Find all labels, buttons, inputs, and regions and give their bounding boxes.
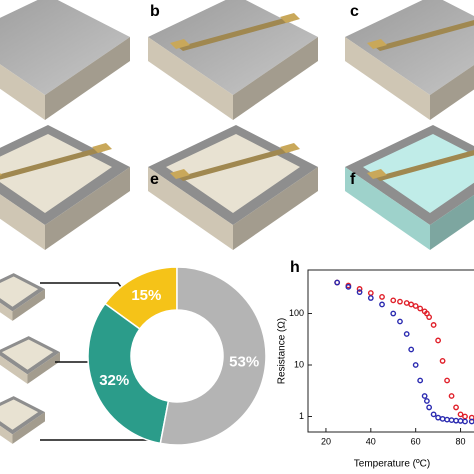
data-point (379, 294, 385, 300)
value-label: 32% (99, 372, 129, 389)
data-point (379, 301, 385, 308)
plot-frame (307, 269, 474, 433)
data-point (390, 297, 397, 304)
data-point (426, 314, 433, 321)
x-tick-label: 60 (411, 436, 421, 446)
data-point (444, 377, 450, 384)
data-point (457, 411, 464, 418)
data-point (468, 418, 474, 425)
data-point (453, 404, 459, 411)
data-point (397, 318, 403, 325)
donut-segment (159, 266, 267, 446)
data-point (430, 322, 437, 328)
panel-label: h (290, 259, 300, 276)
data-point (345, 283, 352, 290)
data-point (397, 298, 403, 305)
data-point (439, 358, 446, 364)
y-tick-label: 100 (289, 308, 304, 318)
data-point (367, 290, 374, 296)
data-point (403, 300, 410, 306)
data-point (448, 393, 455, 399)
data-point (421, 393, 428, 399)
data-point (435, 414, 442, 421)
y-tick-label: 1 (299, 411, 304, 421)
data-point (462, 413, 468, 420)
data-point (367, 295, 374, 301)
data-point (334, 279, 341, 286)
data-point (417, 305, 424, 312)
y-axis-label: Resistance (Ω) (277, 318, 288, 384)
data-point (412, 362, 419, 368)
data-point (462, 418, 468, 425)
data-point (426, 404, 433, 411)
panel-label: f (350, 171, 356, 188)
data-point (439, 415, 446, 422)
donut-segment (87, 302, 170, 445)
data-point (423, 398, 430, 404)
data-point (444, 416, 450, 423)
data-point (390, 310, 397, 317)
data-point (403, 331, 410, 337)
panel-label: c (350, 3, 359, 20)
value-label: 53% (229, 353, 259, 370)
panel-label: e (150, 171, 159, 188)
data-point (356, 289, 363, 296)
data-point (448, 417, 455, 424)
data-point (356, 286, 363, 292)
value-label: 15% (131, 287, 161, 304)
x-tick-label: 80 (456, 436, 466, 446)
x-tick-label: 20 (321, 436, 331, 446)
data-point (417, 377, 424, 384)
data-point (408, 301, 415, 308)
data-point (408, 346, 415, 353)
data-point (412, 303, 419, 309)
data-point (457, 418, 464, 424)
y-tick-label: 10 (294, 359, 304, 369)
x-axis-label: Temperature (ºC) (354, 459, 430, 470)
data-point (435, 337, 442, 344)
data-point (453, 417, 459, 424)
panel-label: b (150, 3, 160, 20)
data-point (430, 411, 437, 418)
x-tick-label: 40 (366, 436, 376, 446)
